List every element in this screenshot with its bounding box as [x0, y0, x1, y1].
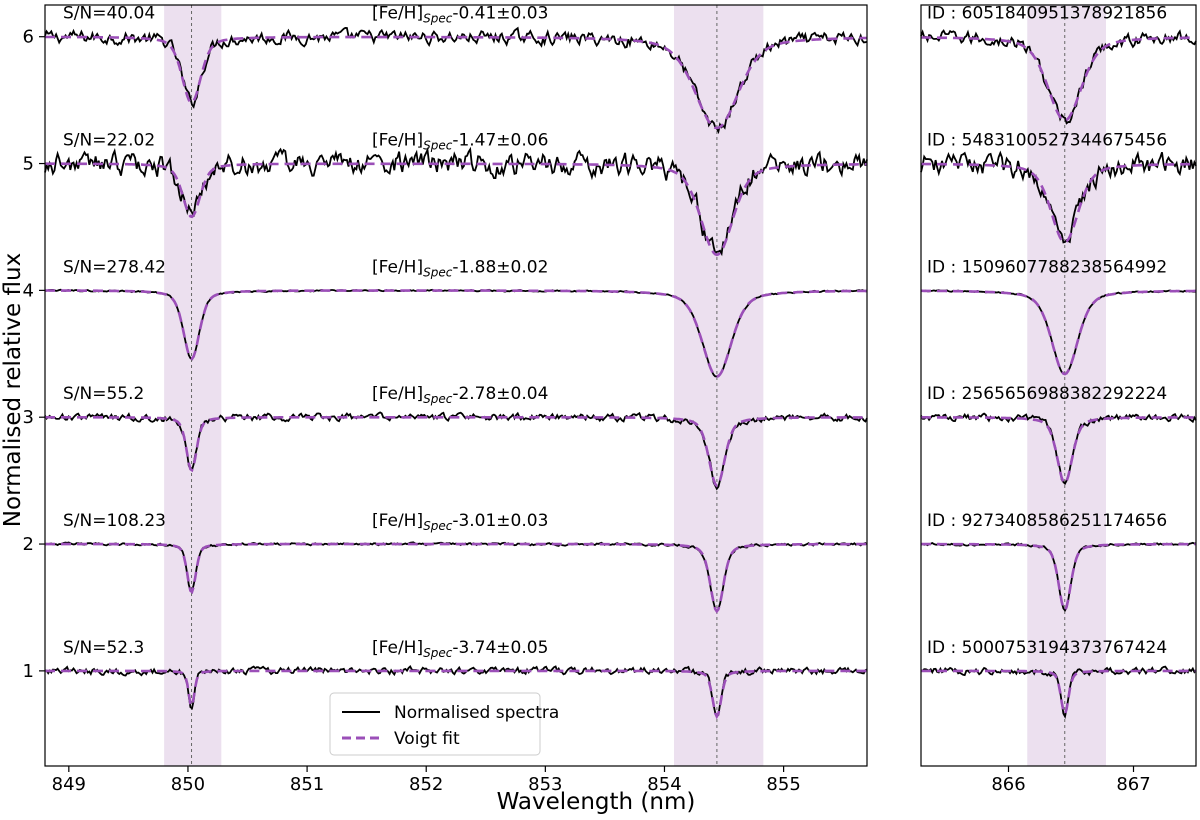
ytick-label-5: 6: [23, 27, 34, 48]
ytick-label-2: 3: [23, 407, 34, 428]
snr-label-0: S/N=40.04: [63, 4, 155, 24]
ytick-label-4: 5: [23, 154, 34, 175]
left-xtick-label-3: 852: [409, 774, 443, 795]
feh-label-4: [Fe/H]Spec-3.01±0.03: [372, 511, 548, 533]
snr-label-4: S/N=108.23: [63, 511, 166, 531]
left-voigt-fit-5: [45, 669, 867, 720]
right-xtick-label-0: 866: [991, 774, 1025, 795]
left-xtick-label-1: 850: [171, 774, 205, 795]
left-xtick-label-0: 849: [52, 774, 86, 795]
left-xtick-label-6: 855: [766, 774, 800, 795]
left-xtick-label-5: 854: [647, 774, 681, 795]
legend-voigt-label: Voigt fit: [394, 729, 460, 749]
left-panel: 849 850 851 852 853 854 855 1 2 3 4 5 6 S/N=40.04 [F…: [23, 4, 868, 795]
star-id-label-1: ID : 5483100527344675456: [927, 131, 1167, 151]
right-voigt-fit-4: [921, 542, 1196, 613]
left-voigt-fit-3: [45, 416, 867, 488]
ytick-label-0: 1: [23, 661, 34, 682]
star-id-label-3: ID : 2565656988382292224: [927, 384, 1167, 404]
left-panel-frame: [44, 4, 868, 767]
left-xtick-label-4: 853: [528, 774, 562, 795]
y-axis-label: Normalised relative flux: [0, 253, 26, 527]
snr-label-2: S/N=278.42: [63, 257, 166, 277]
right-voigt-fit-2: [921, 289, 1196, 376]
right-voigt-fit-5: [921, 669, 1196, 718]
feh-label-5: [Fe/H]Spec-3.74±0.05: [372, 638, 548, 660]
legend-spectra-label: Normalised spectra: [394, 703, 559, 723]
legend-box: [329, 692, 541, 756]
feh-label-0: [Fe/H]Spec-0.41±0.03: [372, 4, 548, 26]
ytick-label-1: 2: [23, 534, 34, 555]
feh-label-2: [Fe/H]Spec-1.88±0.02: [372, 257, 548, 279]
star-id-label-0: ID : 6051840951378921856: [927, 4, 1167, 24]
snr-label-3: S/N=55.2: [63, 384, 144, 404]
star-id-label-4: ID : 9273408586251174656: [927, 511, 1167, 531]
feh-label-1: [Fe/H]Spec-1.47±0.06: [372, 131, 548, 153]
star-id-label-5: ID : 5000753194373767424: [927, 638, 1167, 658]
right-panel: 866 867 ID : 6051840951378921856 ID : 5483…: [920, 4, 1197, 795]
right-voigt-fit-0: [921, 36, 1196, 122]
left-xtick-label-2: 851: [290, 774, 324, 795]
left-voigt-fit-1: [45, 162, 868, 257]
left-voigt-fit-4: [45, 542, 867, 614]
legend: Normalised spectra Voigt fit: [329, 692, 559, 756]
x-axis-label: Wavelength (nm): [497, 789, 696, 815]
right-xtick-label-1: 867: [1116, 774, 1150, 795]
right-voigt-fit-1: [921, 162, 1196, 244]
feh-label-3: [Fe/H]Spec-2.78±0.04: [372, 384, 548, 406]
snr-label-5: S/N=52.3: [63, 638, 144, 658]
right-voigt-fit-3: [921, 416, 1196, 485]
left-voigt-fit-0: [45, 35, 867, 130]
snr-label-1: S/N=22.02: [63, 131, 155, 151]
left-line-band-1: [674, 5, 764, 766]
right-line-band-0: [1027, 5, 1106, 766]
left-voigt-fit-2: [45, 289, 867, 378]
left-line-band-0: [164, 5, 222, 766]
star-id-label-2: ID : 1509607788238564992: [927, 257, 1167, 277]
right-panel-frame: [920, 4, 1197, 767]
ytick-label-3: 4: [23, 280, 34, 301]
